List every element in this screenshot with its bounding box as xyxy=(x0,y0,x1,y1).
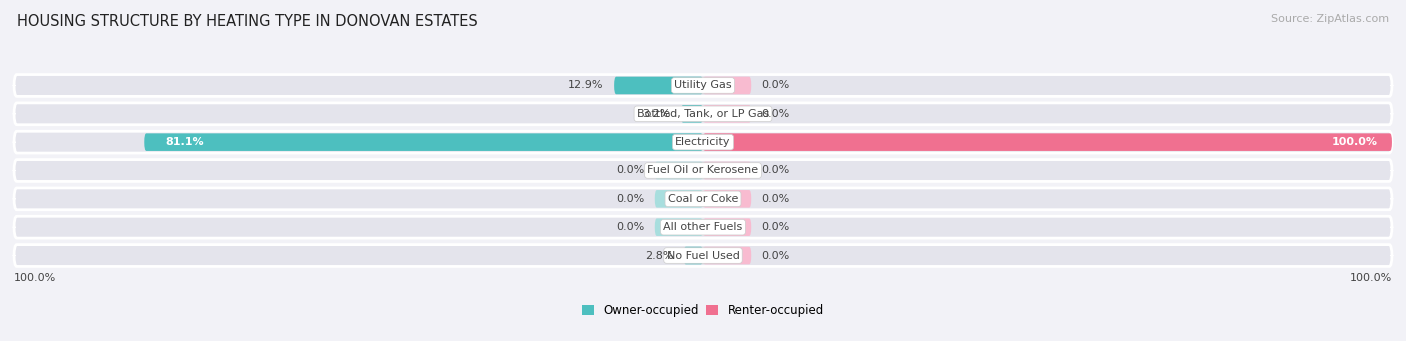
FancyBboxPatch shape xyxy=(614,77,703,94)
FancyBboxPatch shape xyxy=(14,244,1392,266)
FancyBboxPatch shape xyxy=(703,162,751,179)
Text: 0.0%: 0.0% xyxy=(762,109,790,119)
FancyBboxPatch shape xyxy=(14,160,1392,181)
Text: All other Fuels: All other Fuels xyxy=(664,222,742,232)
FancyBboxPatch shape xyxy=(703,247,751,264)
Text: Fuel Oil or Kerosene: Fuel Oil or Kerosene xyxy=(647,165,759,176)
Text: 2.8%: 2.8% xyxy=(645,251,673,261)
FancyBboxPatch shape xyxy=(145,133,703,151)
FancyBboxPatch shape xyxy=(703,133,1392,151)
Text: 0.0%: 0.0% xyxy=(616,194,644,204)
Text: 12.9%: 12.9% xyxy=(568,80,603,90)
Text: 0.0%: 0.0% xyxy=(762,222,790,232)
FancyBboxPatch shape xyxy=(655,218,703,236)
Text: Electricity: Electricity xyxy=(675,137,731,147)
FancyBboxPatch shape xyxy=(683,247,703,264)
Text: 0.0%: 0.0% xyxy=(616,222,644,232)
FancyBboxPatch shape xyxy=(703,190,751,208)
FancyBboxPatch shape xyxy=(14,131,1392,153)
FancyBboxPatch shape xyxy=(14,75,1392,97)
Text: 81.1%: 81.1% xyxy=(165,137,204,147)
Text: Utility Gas: Utility Gas xyxy=(675,80,731,90)
FancyBboxPatch shape xyxy=(703,218,751,236)
FancyBboxPatch shape xyxy=(681,105,703,123)
Text: 100.0%: 100.0% xyxy=(1350,273,1392,283)
FancyBboxPatch shape xyxy=(14,103,1392,125)
Text: 100.0%: 100.0% xyxy=(1331,137,1378,147)
Text: 0.0%: 0.0% xyxy=(762,165,790,176)
Text: HOUSING STRUCTURE BY HEATING TYPE IN DONOVAN ESTATES: HOUSING STRUCTURE BY HEATING TYPE IN DON… xyxy=(17,14,478,29)
FancyBboxPatch shape xyxy=(14,216,1392,238)
FancyBboxPatch shape xyxy=(655,190,703,208)
Text: 0.0%: 0.0% xyxy=(616,165,644,176)
Text: Coal or Coke: Coal or Coke xyxy=(668,194,738,204)
Text: Source: ZipAtlas.com: Source: ZipAtlas.com xyxy=(1271,14,1389,24)
Text: 0.0%: 0.0% xyxy=(762,251,790,261)
Text: Bottled, Tank, or LP Gas: Bottled, Tank, or LP Gas xyxy=(637,109,769,119)
Text: No Fuel Used: No Fuel Used xyxy=(666,251,740,261)
Text: 0.0%: 0.0% xyxy=(762,194,790,204)
Legend: Owner-occupied, Renter-occupied: Owner-occupied, Renter-occupied xyxy=(578,299,828,322)
FancyBboxPatch shape xyxy=(703,77,751,94)
Text: 0.0%: 0.0% xyxy=(762,80,790,90)
FancyBboxPatch shape xyxy=(14,188,1392,210)
Text: 100.0%: 100.0% xyxy=(14,273,56,283)
FancyBboxPatch shape xyxy=(703,105,751,123)
Text: 3.2%: 3.2% xyxy=(643,109,671,119)
FancyBboxPatch shape xyxy=(655,162,703,179)
